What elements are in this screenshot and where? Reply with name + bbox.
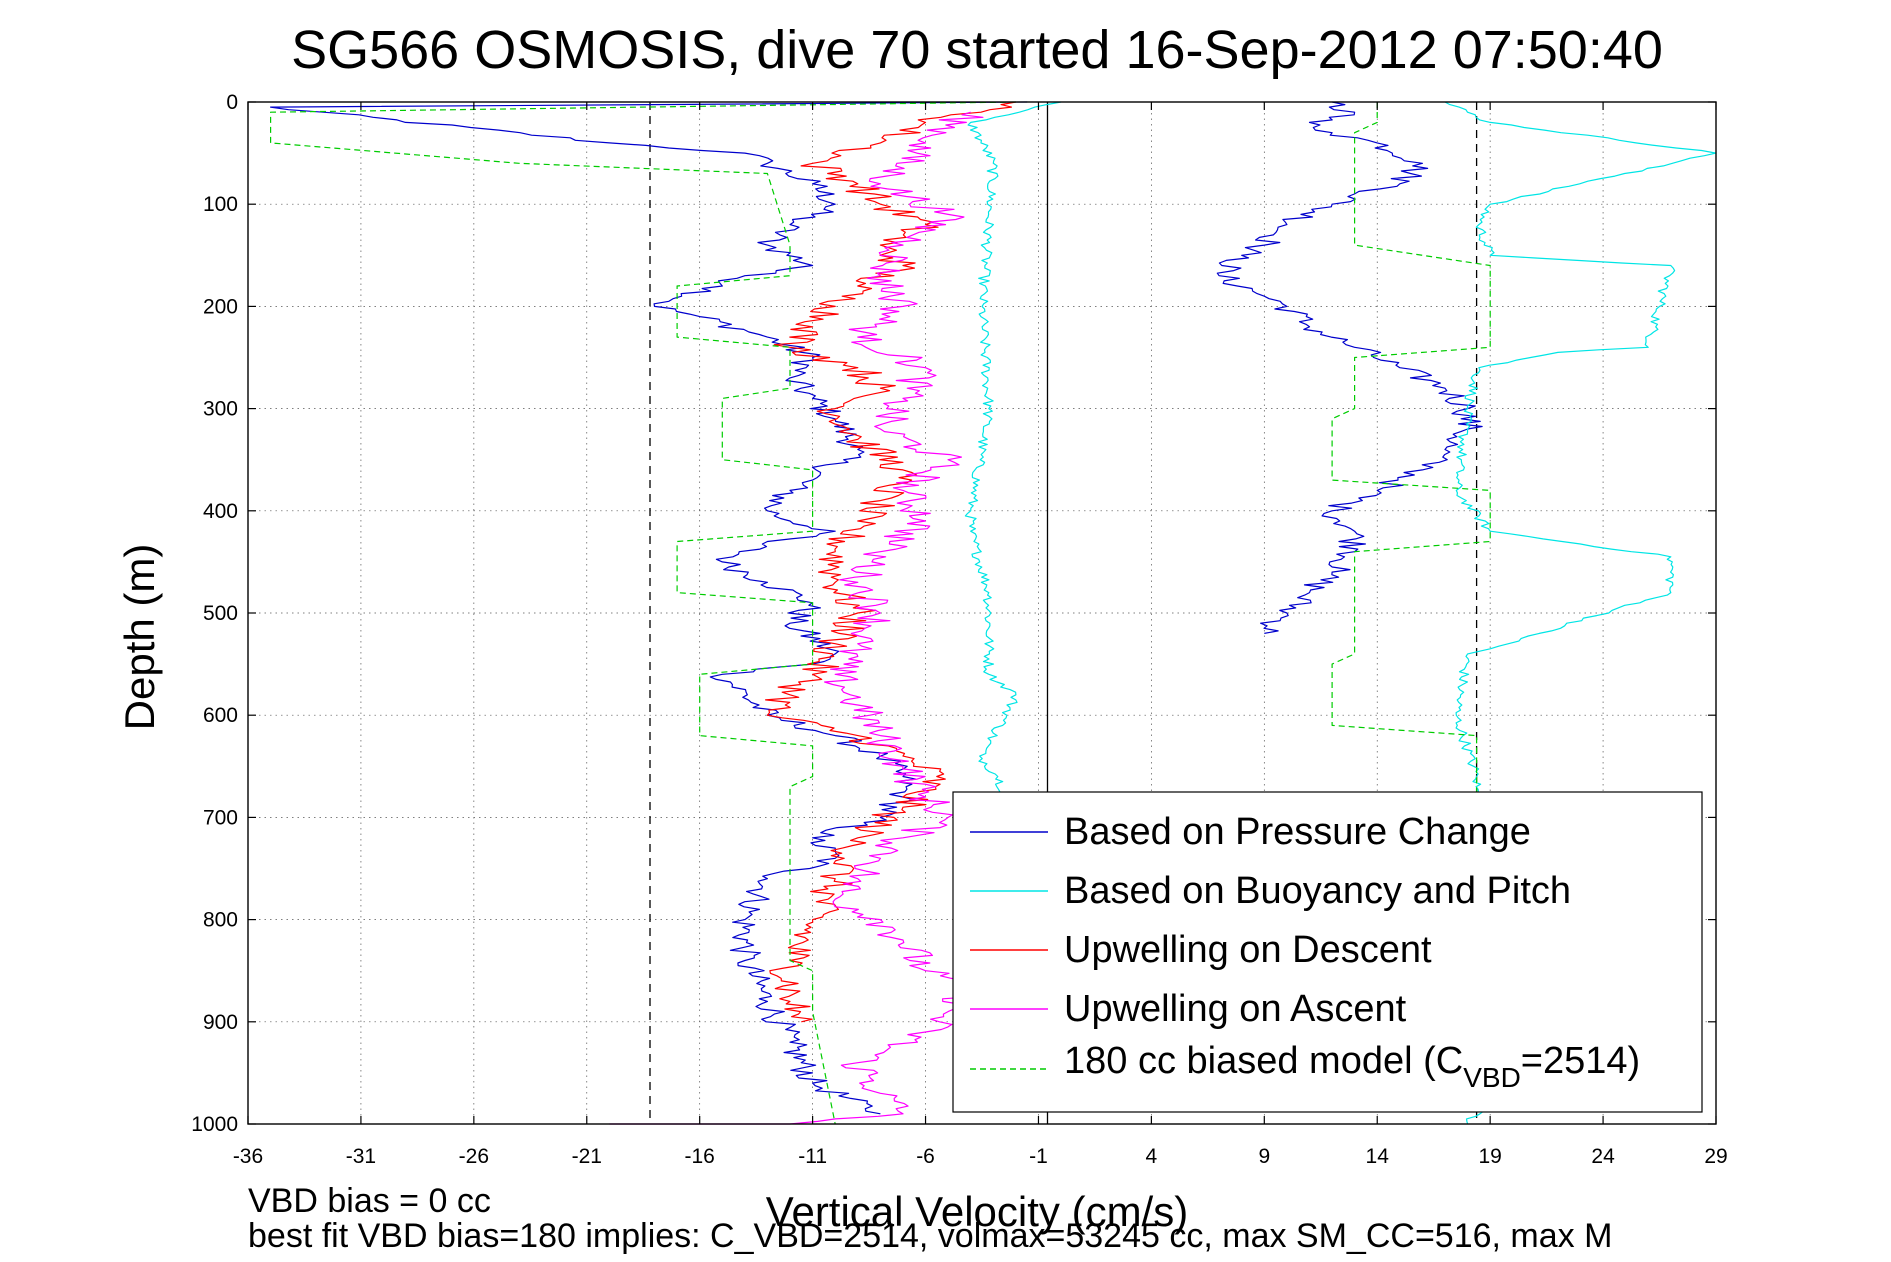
x-tick-label: -16 [685,1145,715,1168]
legend-label-1: Based on Buoyancy and Pitch [1064,870,1571,912]
y-tick-label: 800 [203,909,238,932]
series-line-4-0 [270,101,1016,1125]
series-line-4-1 [1331,102,1491,797]
legend-label-model: 180 cc biased model (CVBD=2514) [1064,1040,1640,1093]
legend-label-2: Upwelling on Descent [1064,929,1432,971]
footnote-vbd-bias: VBD bias = 0 cc [248,1182,491,1220]
x-tick-label: -26 [459,1145,489,1168]
x-tick-label: 19 [1478,1145,1501,1168]
y-tick-label: 0 [226,91,238,114]
y-tick-label: 600 [203,704,238,727]
series-line-0-0 [270,101,1028,1115]
y-tick-label: 300 [203,398,238,421]
x-tick-label: -21 [572,1145,602,1168]
legend: Based on Pressure Change Based on Buoyanc… [952,791,1703,1113]
y-tick-label: 900 [203,1011,238,1034]
x-tick-label: -11 [798,1145,827,1168]
y-tick-label: 1000 [191,1113,238,1136]
x-tick-label: -31 [346,1145,376,1168]
footnote-best-fit: best fit VBD bias=180 implies: C_VBD=251… [248,1217,1612,1255]
y-axis-label: Depth (m) [116,544,163,731]
x-axis-label: Vertical Velocity (cm/s) [766,1188,1188,1235]
x-tick-label: 9 [1258,1145,1270,1168]
x-tick-label: -6 [916,1145,935,1168]
chart-title: SG566 OSMOSIS, dive 70 started 16-Sep-20… [291,20,1663,80]
y-tick-label: 500 [203,602,238,625]
x-tick-label: -36 [233,1145,263,1168]
series-line-3-0 [609,111,986,1125]
x-tick-label: 4 [1146,1145,1158,1168]
x-tick-label: -1 [1029,1145,1048,1168]
legend-box [952,791,1703,1113]
x-tick-label: 14 [1366,1145,1390,1168]
y-tick-label: 100 [203,193,238,216]
y-tick-label: 200 [203,295,238,318]
legend-label-3: Upwelling on Ascent [1064,988,1407,1030]
legend-label-0: Based on Pressure Change [1064,811,1531,853]
chart-ticks: -36 -31 -26 -21 -16 -11 -6 -1 4 9 14 19 24 29 0 100 200 3… [191,91,1727,1168]
y-tick-label: 400 [203,500,238,523]
y-tick-label: 700 [203,806,238,829]
x-tick-label: 29 [1704,1145,1727,1168]
x-tick-label: 24 [1591,1145,1615,1168]
series-line-0-1 [1216,101,1483,634]
chart-series [270,101,1717,1125]
series-line-1-0 [964,101,1062,798]
